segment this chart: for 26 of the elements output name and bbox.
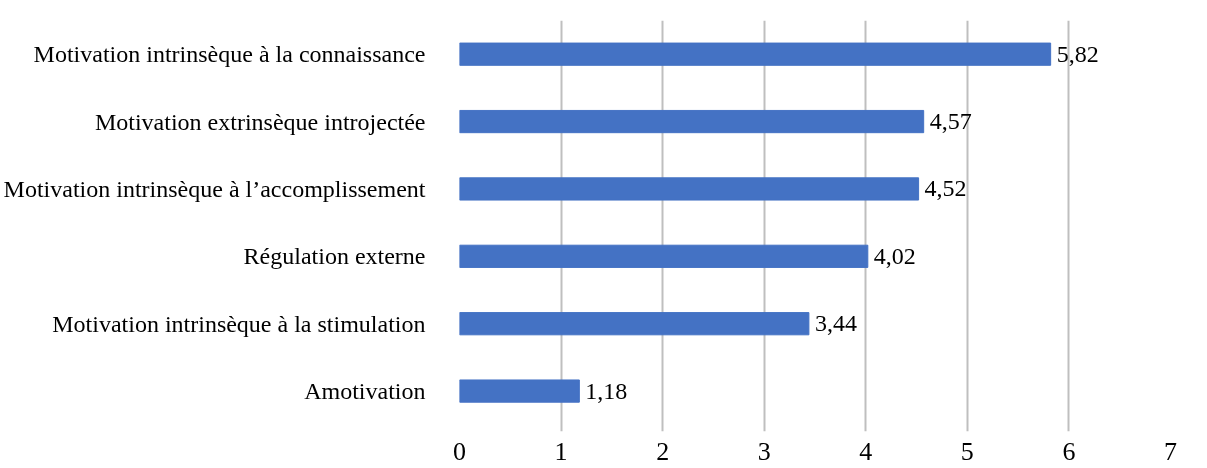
bar (459, 379, 580, 403)
bar (459, 244, 869, 268)
y-tick-label: Motivation intrinsèque à la connaissance (33, 41, 426, 68)
x-tick-label: 5 (960, 436, 974, 466)
data-label: 4,02 (873, 242, 916, 269)
x-tick-label: 4 (859, 436, 873, 466)
x-tick-label: 1 (554, 436, 568, 466)
bar (459, 109, 925, 134)
x-tick-label: 7 (1164, 436, 1177, 466)
x-tick-label: 6 (1062, 436, 1076, 466)
y-tick-label: Amotivation (304, 378, 426, 405)
y-tick-label: Régulation externe (243, 243, 426, 270)
x-tick-label: 3 (757, 436, 771, 466)
bar (459, 177, 920, 201)
data-label: 1,18 (585, 377, 628, 404)
data-label: 5,82 (1056, 40, 1099, 67)
bar (459, 312, 810, 336)
bar (459, 42, 1052, 66)
y-tick-label: Motivation intrinsèque à l’accomplissement (3, 175, 426, 202)
x-tick-label: 0 (453, 436, 466, 466)
y-tick-label: Motivation intrinsèque à la stimulation (52, 310, 426, 337)
y-tick-label: Motivation extrinsèque introjectée (94, 108, 426, 135)
data-label: 3,44 (814, 310, 857, 337)
data-label: 4,52 (924, 175, 967, 202)
data-label: 4,57 (929, 108, 972, 135)
x-tick-label: 2 (656, 436, 670, 466)
